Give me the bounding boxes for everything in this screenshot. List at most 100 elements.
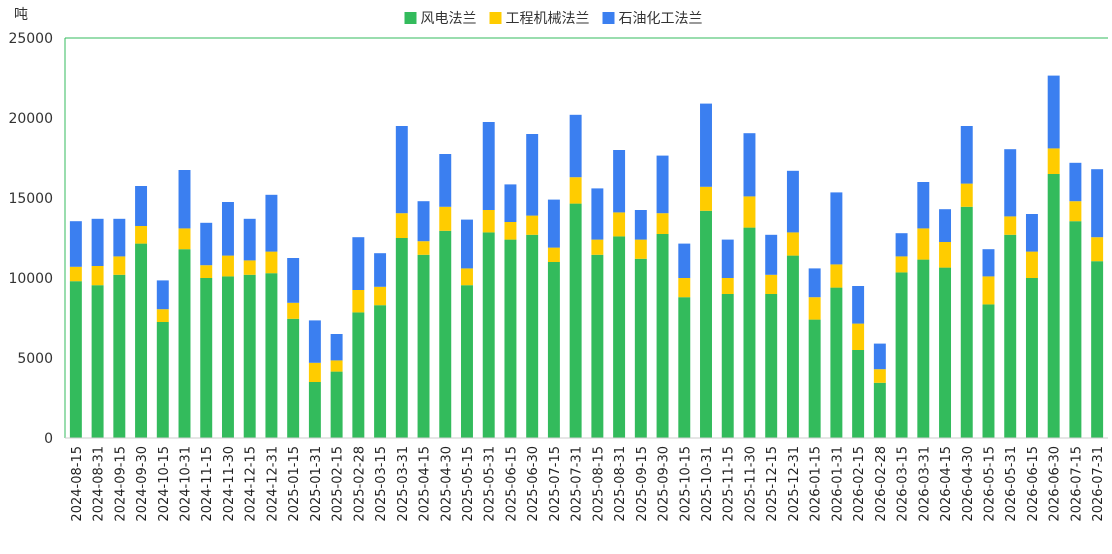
bar-segment [591,254,604,438]
bar-segment [1069,162,1082,202]
x-tick-label: 2025-04-15 [418,446,433,522]
x-tick-label: 2025-03-15 [374,446,389,522]
bar-segment [200,278,213,438]
bar-segment [461,285,473,438]
bar-segment [743,227,756,438]
bar-segment [1004,149,1017,217]
bar-segment [374,305,387,438]
bar-segment [156,280,169,310]
x-tick-label: 2024-10-31 [179,446,194,522]
x-tick-label: 2025-12-31 [787,446,802,522]
bar-segment [221,202,234,256]
bar-segment [786,170,799,233]
x-tick-label: 2024-08-31 [92,446,107,522]
bar-segment [135,186,148,226]
bar-segment [808,297,821,320]
bar-segment [1047,174,1060,438]
bar-segment [330,360,343,372]
bar-segment [700,210,712,438]
bar-segment [221,255,234,277]
x-tick-label: 2024-12-31 [265,446,280,522]
bar-segment [873,382,886,438]
bar-segment [113,274,126,438]
bar-segment [352,237,365,290]
x-tick-label: 2024-09-30 [135,446,150,522]
legend: 风电法兰 工程机械法兰 石油化工法兰 [404,11,703,27]
bar-segment [135,226,148,244]
bar-segment [613,236,626,438]
bar-segment [526,215,539,235]
bar-segment [895,256,908,273]
bar-segment [743,196,756,228]
x-tick-label: 2026-02-15 [852,446,867,522]
bar-segment [178,249,191,438]
bar-segment [917,182,930,229]
x-tick-label: 2025-01-31 [309,446,324,522]
bar-segment [547,247,560,262]
bar-segment [1004,234,1017,438]
y-tick-label: 20000 [8,111,53,127]
bar-segment [700,103,712,187]
bar-segment [200,222,213,266]
bar-segment [852,350,865,438]
bar-segment [374,253,387,287]
bar-segment [569,203,582,438]
bar-segment [1091,169,1104,238]
bar-segment [960,126,973,184]
x-tick-label: 2026-07-15 [1069,446,1084,522]
bar-segment [417,241,430,255]
x-tick-label: 2025-12-15 [765,446,780,522]
bar-segment [243,274,256,438]
bar-segment [830,264,843,288]
bar-segment [960,183,973,207]
bar-segment [1025,251,1038,278]
bar-segment [873,369,886,383]
bar-segment [113,256,126,275]
bar-segment [113,218,126,257]
bar-segment [156,309,169,322]
x-tick-label: 2025-11-15 [722,446,737,522]
x-tick-label: 2025-08-15 [591,446,606,522]
bar-segment [982,276,995,305]
bar-segment [69,281,82,438]
bar-segment [852,323,865,350]
bar-segment [765,294,778,438]
bar-segment [287,258,300,303]
bar-segment [591,188,604,240]
bar-segment [1004,216,1017,235]
bar-segment [743,133,756,197]
bar-segment [569,177,582,204]
bar-segment [678,243,691,278]
bar-segment [547,199,560,248]
bar-segment [91,266,104,286]
axes [64,37,1108,439]
bar-segment [1091,261,1104,438]
bar-segment [721,239,734,278]
bar-segment [482,210,495,233]
x-tick-label: 2026-02-28 [874,446,889,522]
bar-segment [352,312,365,438]
bar-segment [808,319,821,438]
bar-segment [917,259,930,438]
bar-segment [417,201,430,242]
bar-segment [265,194,278,252]
legend-label: 风电法兰 [421,11,477,27]
bar-segment [395,213,408,238]
bar-segment [765,274,778,294]
x-tick-label: 2025-09-15 [635,446,650,522]
bar-segment [504,184,517,222]
bar-segment [330,334,343,361]
bar-segment [1069,201,1082,222]
y-tick-label: 15000 [8,191,53,207]
x-tick-label: 2025-04-30 [439,446,454,522]
bar-segment [591,239,604,255]
bar-segment [417,254,430,438]
bar-segment [939,209,952,242]
bar-segment [265,251,278,274]
bar-segment [960,206,973,438]
bar-segment [461,268,473,286]
x-tick-label: 2024-10-15 [157,446,172,522]
bar-segment [243,260,256,275]
x-tick-label: 2024-09-15 [113,446,128,522]
